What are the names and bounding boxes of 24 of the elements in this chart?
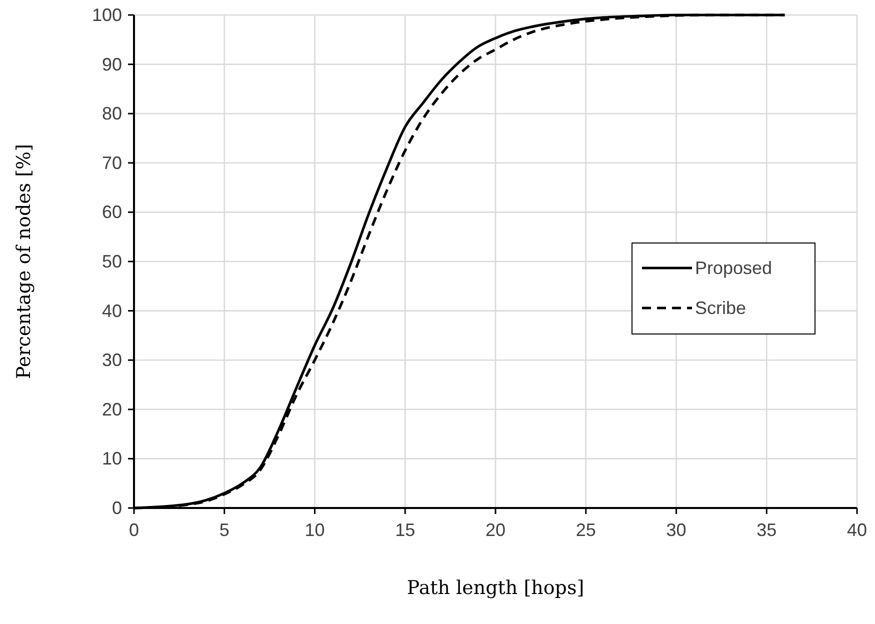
y-tick-label: 30 xyxy=(102,350,122,370)
y-tick-label: 70 xyxy=(102,152,122,173)
x-axis-title: Path length [hops] xyxy=(406,577,584,599)
x-tick-label: 40 xyxy=(846,520,868,540)
y-tick-label: 80 xyxy=(102,104,122,124)
y-tick-label: 0 xyxy=(112,498,122,518)
x-tick-label: 10 xyxy=(304,520,325,540)
x-tick-label: 30 xyxy=(666,520,686,540)
y-tick-label: 10 xyxy=(102,448,122,469)
y-tick-label: 100 xyxy=(92,5,122,25)
y-tick-label: 40 xyxy=(102,300,122,321)
x-tick-label: 25 xyxy=(576,520,596,540)
x-tick-label: 35 xyxy=(756,520,777,540)
x-tick-label: 15 xyxy=(395,520,416,540)
y-tick-label: 90 xyxy=(102,54,122,74)
y-tick-label: 60 xyxy=(102,202,122,222)
y-tick-label: 20 xyxy=(102,399,122,420)
y-axis-title: Percentage of nodes [%] xyxy=(13,144,35,380)
legend-label: Proposed xyxy=(695,258,772,278)
y-tick-label: 50 xyxy=(102,252,122,272)
x-tick-label: 20 xyxy=(485,520,506,540)
x-tick-label: 5 xyxy=(219,520,230,540)
x-tick-label: 0 xyxy=(128,520,140,540)
legend-label: Scribe xyxy=(695,298,746,318)
